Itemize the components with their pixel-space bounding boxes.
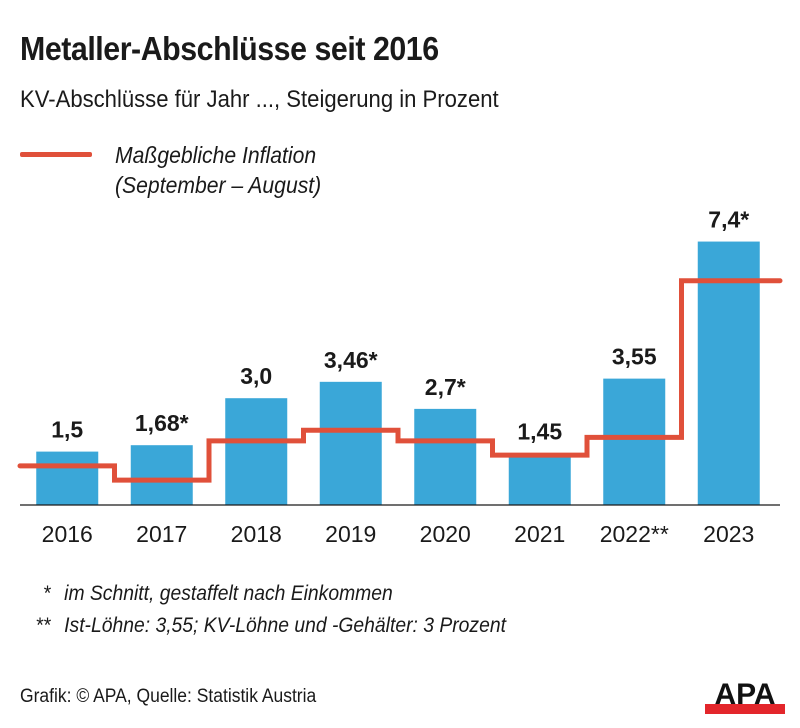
value-label: 1,68* [135,410,189,436]
apa-logo-text: APA [714,678,775,711]
footnote-1: * im Schnitt, gestaffelt nach Einkommen [20,582,393,606]
value-label: 3,0 [240,363,272,389]
legend-inflation-swatch [20,152,92,157]
x-tick-label: 2021 [514,521,565,547]
bar-2022 [603,378,666,505]
bar-2020 [414,408,477,505]
x-tick-labels-group: 2016 2017 2018 2019 2020 2021 2022** 2023 [42,521,755,547]
footnote-2: ** Ist-Löhne: 3,55; KV-Löhne und -Gehälte… [20,614,506,638]
footnote-2-text: Ist-Löhne: 3,55; KV-Löhne und -Gehälter:… [64,614,506,637]
bar-2016 [36,451,99,505]
bars-group [36,241,760,505]
apa-logo-icon: APA [705,678,785,714]
bar-2021 [508,453,571,505]
x-tick-label: 2022** [600,521,669,547]
bar-2018 [225,398,288,505]
inflation-step-line [17,278,783,483]
x-tick-label: 2017 [136,521,187,547]
bar-2023 [697,241,760,505]
bar-chart: 1,5 1,68*3,03,46*2,7*1,453,557,4* 2016 201… [17,207,783,547]
inflation-line-group [17,278,783,483]
value-label: 2,7* [425,374,466,400]
x-tick-label: 2018 [231,521,282,547]
value-label: 1,5 [51,417,83,443]
x-tick-label: 2023 [703,521,754,547]
value-label: 3,55 [612,344,657,370]
apa-logo-bar [705,704,785,714]
source-credit: Grafik: © APA, Quelle: Statistik Austria [20,686,317,707]
chart-subtitle: KV-Abschlüsse für Jahr ..., Steigerung i… [20,86,499,113]
bar-2019 [319,381,382,505]
footnote-1-mark: * [43,582,52,605]
footnote-2-mark: ** [36,614,52,637]
legend-line-1: Maßgebliche Inflation [115,142,317,168]
x-tick-label: 2019 [325,521,376,547]
chart-title: Metaller-Abschlüsse seit 2016 [20,30,439,67]
x-tick-label: 2016 [42,521,93,547]
x-tick-label: 2020 [420,521,471,547]
legend-line-2: (September – August) [115,172,322,198]
value-label: 7,4* [708,207,749,233]
footnote-1-text: im Schnitt, gestaffelt nach Einkommen [64,582,393,605]
value-label: 3,46* [324,347,378,373]
value-labels-group: 1,5 1,68* 3,0 3,46* 2,7* 1,45 3,55 7,4* [51,207,749,445]
legend-inflation-label: Maßgebliche Inflation (September – Augus… [115,140,321,200]
value-label: 1,45 [517,418,562,444]
bar-2017 [130,445,193,505]
